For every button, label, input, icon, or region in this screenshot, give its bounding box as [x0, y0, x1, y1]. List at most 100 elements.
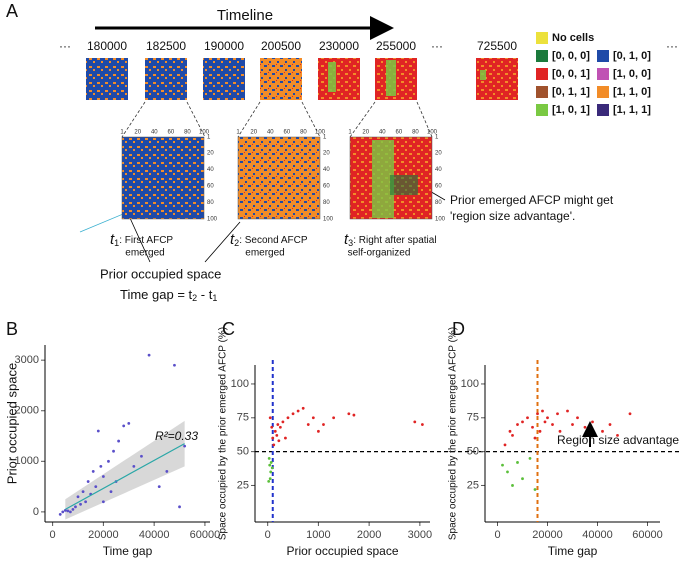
point: [107, 459, 110, 463]
timepoint-label: 182500: [146, 39, 186, 53]
point: [306, 423, 310, 426]
panel-a-layout: [79, 16, 598, 447]
zoom-tick: 60: [323, 183, 330, 189]
point: [165, 470, 169, 473]
zoom-tick: 60: [435, 183, 442, 189]
fit-line: [65, 443, 185, 510]
point: [157, 485, 161, 488]
point: [272, 443, 276, 447]
y-axis-title: Space occupied by the prior emerged AFCP…: [448, 327, 459, 540]
y-axis-title: Space occupied by the prior emerged AFCP…: [218, 327, 229, 540]
point: [112, 449, 115, 453]
point: [58, 513, 62, 516]
point: [521, 477, 524, 481]
point: [268, 463, 272, 467]
caption: emerged: [125, 248, 164, 259]
point: [583, 425, 587, 429]
zoom-tick: 1: [207, 135, 211, 141]
snapshot-thumbnail: [145, 58, 187, 100]
zoom-tick: 60: [396, 130, 403, 136]
caption-var: t: [110, 231, 115, 248]
caption-text: : First AFCP: [119, 235, 173, 246]
timepoint-label: 190000: [204, 39, 244, 53]
cluster: [390, 175, 418, 195]
panel-label: D: [452, 319, 465, 339]
point: [140, 454, 143, 458]
point: [101, 500, 105, 504]
x-tick-label: 60000: [632, 529, 663, 541]
x-tick-label: 0: [265, 529, 271, 541]
zoom-tick: 60: [207, 183, 214, 189]
point: [311, 416, 315, 420]
annotation: R²=0.33: [155, 429, 198, 443]
point: [543, 420, 547, 424]
point: [528, 456, 532, 460]
x-axis-title: Prior occupied space: [286, 544, 398, 558]
legend-label: No cells: [552, 32, 594, 44]
y-tick-label: 0: [33, 506, 39, 518]
y-tick-label: 50: [467, 446, 479, 458]
point: [571, 423, 574, 426]
point: [531, 425, 534, 429]
point: [68, 510, 72, 514]
ellipsis: ···: [431, 39, 443, 53]
point: [516, 423, 519, 426]
leader-lines: [79, 189, 446, 263]
point: [99, 464, 103, 468]
caption-sub: 2: [234, 238, 239, 248]
point: [275, 433, 279, 437]
cluster: [480, 70, 486, 80]
zoom-tick: 40: [323, 167, 330, 173]
zoom-tick: 1: [348, 130, 352, 136]
point: [268, 477, 272, 481]
y-tick-label: 100: [461, 378, 479, 390]
x-tick-label: 20000: [532, 529, 563, 541]
point: [533, 488, 537, 491]
point: [536, 412, 539, 416]
point: [271, 436, 275, 440]
x-tick-label: 0: [494, 529, 500, 541]
zoom-tick: 40: [435, 167, 442, 173]
caption-text: : Right after spatial: [353, 235, 436, 246]
y-tick-label: 100: [231, 378, 249, 390]
point: [538, 429, 542, 433]
zoom-tick: 100: [207, 217, 218, 223]
legend-label: [1, 1, 1]: [613, 104, 651, 116]
zoom-tick: 1: [120, 130, 124, 136]
x-tick-label: 3000: [408, 529, 432, 541]
point: [79, 502, 82, 506]
timepoint-label: 255000: [376, 39, 416, 53]
point: [270, 466, 274, 470]
zoom-tick: 80: [323, 200, 330, 206]
zoom-tick: 20: [207, 150, 214, 156]
zoom-tick: 40: [207, 167, 214, 173]
point: [506, 470, 509, 474]
point: [576, 416, 579, 420]
point: [558, 429, 562, 433]
point: [413, 420, 417, 424]
zoom-tick: 20: [134, 130, 141, 136]
y-axis-title: Prior occupied space: [4, 363, 19, 484]
legend-label: [0, 1, 1]: [552, 86, 590, 98]
point: [178, 505, 181, 509]
legend-swatch: [536, 32, 548, 44]
zoom-lines: [121, 101, 433, 138]
time-gap-part: 1: [212, 293, 217, 303]
point: [332, 416, 336, 420]
point: [61, 510, 65, 514]
legend-swatch: [597, 86, 609, 98]
point: [521, 420, 524, 424]
panel-label: A: [6, 1, 18, 21]
legend-swatch: [536, 50, 548, 62]
annotation: Time gap = t2 - t1: [120, 287, 217, 303]
timepoint-label: 180000: [87, 39, 127, 53]
point: [81, 490, 85, 494]
point: [556, 412, 559, 416]
point: [616, 433, 619, 437]
caption-text: : Second AFCP: [239, 235, 308, 246]
zoom-tick: 60: [284, 130, 291, 136]
point: [127, 421, 131, 425]
time-gap-part: 2: [192, 293, 197, 303]
point: [526, 416, 529, 420]
point: [269, 461, 273, 464]
